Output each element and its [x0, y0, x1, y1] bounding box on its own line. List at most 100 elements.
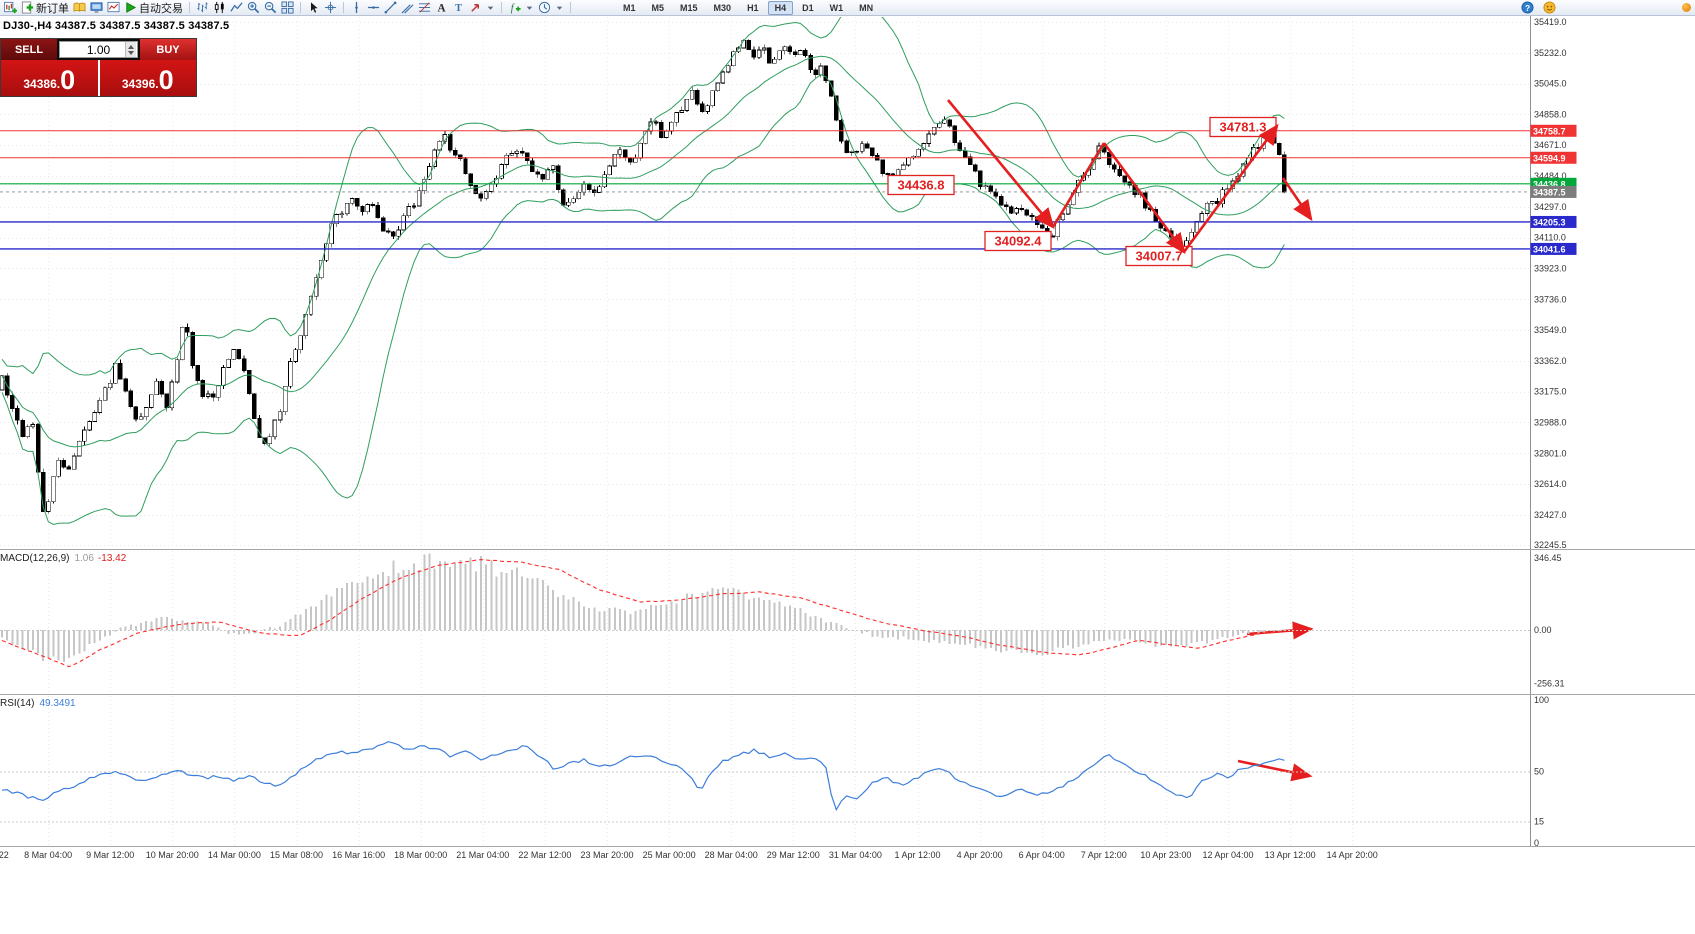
zoom-in-button[interactable]: [245, 0, 262, 15]
rsi-arrow-0[interactable]: [1237, 759, 1313, 782]
cursor-icon: [310, 1, 319, 14]
rsi-panel[interactable]: [0, 696, 1530, 845]
svg-text:32245.5: 32245.5: [1534, 540, 1567, 550]
sell-price-button[interactable]: 34386. 0: [1, 60, 100, 96]
tile-windows-icon: [281, 1, 294, 14]
crosshair-button[interactable]: [322, 0, 339, 15]
data-window-button[interactable]: [88, 0, 105, 15]
main-chart-panel[interactable]: [0, 17, 1530, 548]
indicators-dropdown[interactable]: [523, 0, 536, 15]
time-axis-label: 28 Mar 04:00: [705, 850, 758, 860]
drawing-dropdown[interactable]: [484, 0, 497, 15]
price-annotation-34092.4[interactable]: 34092.4: [984, 230, 1052, 252]
svg-text:15: 15: [1534, 817, 1544, 827]
arrows-button[interactable]: [467, 0, 484, 15]
dropdown-arrow-icon: [556, 6, 563, 10]
lot-spinner[interactable]: [125, 42, 136, 57]
svg-text:100: 100: [1534, 695, 1549, 705]
bollinger-mid-line[interactable]: [1, 55, 1285, 448]
time-axis-label: 25 Mar 00:00: [643, 850, 696, 860]
price-annotation-34436.8[interactable]: 34436.8: [887, 174, 955, 196]
lot-decrease-icon[interactable]: [128, 50, 134, 55]
time-axis-label: 4 Mar 2022: [0, 850, 9, 860]
horizontal-line-button[interactable]: [365, 0, 382, 15]
timeframe-button-mn[interactable]: MN: [859, 2, 874, 13]
book-icon: [73, 2, 86, 12]
community-button[interactable]: [1541, 0, 1558, 15]
svg-text:-256.31: -256.31: [1534, 678, 1565, 688]
channel-button[interactable]: [399, 0, 416, 15]
timeframe-button-m30[interactable]: M30: [713, 2, 732, 13]
help-icon: ?: [1521, 1, 1534, 14]
new-chart-button[interactable]: [2, 0, 19, 15]
candlestick-chart-button[interactable]: [211, 0, 228, 15]
timeframe-button-h4[interactable]: H4: [767, 0, 794, 15]
rsi-name: RSI(14): [0, 698, 35, 709]
time-axis-label: 10 Apr 23:00: [1140, 850, 1191, 860]
navigator-button[interactable]: [105, 0, 122, 15]
timeframe-button-m5[interactable]: M5: [651, 2, 665, 13]
timeframe-button-d1[interactable]: D1: [802, 2, 814, 13]
rsi-line: [1, 741, 1285, 812]
trend-arrow-1[interactable]: [1051, 142, 1106, 228]
svg-text:35045.0: 35045.0: [1534, 79, 1567, 89]
price-badge-34041.6: 34041.6: [1530, 242, 1577, 255]
tile-windows-button[interactable]: [279, 0, 296, 15]
vertical-line-button[interactable]: [348, 0, 365, 15]
macd-signal-line: [1, 559, 1285, 668]
trend-arrow-4[interactable]: [1281, 177, 1313, 222]
svg-text:33923.0: 33923.0: [1534, 263, 1567, 273]
price-annotation-34781.3[interactable]: 34781.3: [1209, 116, 1277, 138]
periods-dropdown[interactable]: [553, 0, 566, 15]
terminal-icon: [90, 2, 103, 13]
cursor-button[interactable]: [305, 0, 322, 15]
rsi-indicator-label: RSI(14) 49.3491: [0, 698, 76, 709]
rsi-axis: 100 50 15 0: [1534, 695, 1549, 848]
bar-chart-button[interactable]: [194, 0, 211, 15]
trendline-button[interactable]: [382, 0, 399, 15]
time-axis-label: 12 Apr 04:00: [1202, 850, 1253, 860]
timeframe-button-w1[interactable]: W1: [829, 2, 844, 13]
trend-arrow-2[interactable]: [1102, 142, 1186, 255]
fibonacci-button[interactable]: [416, 0, 433, 15]
chart-grid: [0, 17, 1530, 845]
bollinger-up-line[interactable]: [1, 6, 1285, 376]
svg-text:0: 0: [1534, 838, 1539, 848]
svg-text:35419.0: 35419.0: [1534, 17, 1567, 27]
help-button[interactable]: ?: [1519, 0, 1536, 15]
time-axis-label: 16 Mar 16:00: [332, 850, 385, 860]
sell-button[interactable]: SELL: [1, 39, 57, 60]
text-button[interactable]: A: [433, 0, 450, 15]
timeframe-button-m15[interactable]: M15: [680, 2, 698, 13]
time-axis-label: 18 Mar 00:00: [394, 850, 447, 860]
lot-increase-icon[interactable]: [128, 44, 134, 49]
buy-price-sep: .: [155, 77, 159, 91]
timeframe-button-h1[interactable]: H1: [747, 2, 759, 13]
periods-button[interactable]: [536, 0, 553, 15]
autotrading-button[interactable]: 自动交易: [122, 0, 185, 15]
timeframe-button-m1[interactable]: M1: [623, 2, 636, 13]
time-axis-label: 7 Apr 12:00: [1081, 850, 1127, 860]
trend-arrow-0[interactable]: [946, 99, 1055, 230]
lot-size-field[interactable]: 1.00: [59, 41, 138, 58]
trend-arrow-3[interactable]: [1182, 123, 1279, 253]
label-button[interactable]: T: [450, 0, 467, 15]
trendline-icon: [384, 1, 397, 14]
buy-button[interactable]: BUY: [140, 39, 196, 60]
time-axis-label: 6 Apr 04:00: [1019, 850, 1065, 860]
line-chart-icon: [230, 2, 243, 12]
indicators-button[interactable]: f: [506, 0, 523, 15]
line-chart-button[interactable]: [228, 0, 245, 15]
market-watch-button[interactable]: [71, 0, 88, 15]
bollinger-lo-line[interactable]: [1, 74, 1285, 526]
buy-price-button[interactable]: 34396. 0: [99, 60, 196, 96]
time-axis-label: 10 Mar 20:00: [146, 850, 199, 860]
time-axis-label: 29 Mar 12:00: [767, 850, 820, 860]
new-order-button[interactable]: 新订单: [19, 0, 71, 15]
zoom-out-button[interactable]: [262, 0, 279, 15]
lot-size-value: 1.00: [86, 42, 111, 57]
svg-text:34205.3: 34205.3: [1533, 217, 1566, 227]
price-axis: 35419.0 35232.0 35045.0 34858.0 34671.0 34484…: [1530, 16, 1567, 847]
